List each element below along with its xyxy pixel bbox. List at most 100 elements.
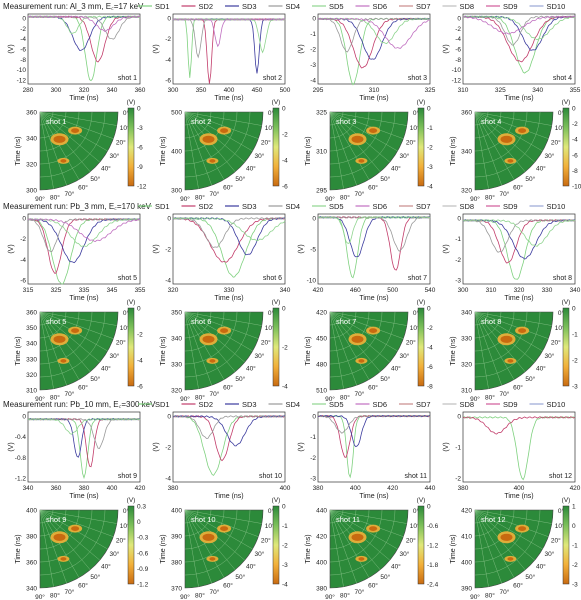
map-y-label: Time (ns)	[160, 136, 167, 165]
x-tick-label: 325	[425, 87, 436, 94]
polar-spoke	[329, 509, 357, 584]
hotspot-core	[351, 135, 364, 143]
x-tick-label: 300	[168, 87, 179, 94]
legend-label: SD4	[286, 202, 301, 211]
polar-spoke	[39, 311, 54, 389]
y-tick-label: -2	[310, 455, 316, 462]
x-axis-label: Time (ns)	[359, 493, 388, 500]
shot-label: shot 9	[118, 473, 137, 480]
y-axis-label: (V)	[443, 244, 450, 253]
legend-label: SD2	[199, 2, 214, 11]
x-tick-label: 380	[313, 485, 324, 492]
signal-trace	[462, 15, 576, 35]
polar-spoke	[474, 311, 552, 326]
polar-ring	[474, 311, 489, 326]
polar-spoke	[184, 311, 259, 339]
legend-label: SD4	[286, 400, 301, 409]
y-tick-label: -1	[310, 31, 316, 38]
x-tick-label: 380	[168, 485, 179, 492]
polar-spoke	[329, 111, 404, 139]
colorbar-tick: -3	[572, 582, 578, 589]
angle-label: 30°	[255, 152, 265, 160]
angle-label: 90°	[325, 195, 335, 203]
polar-spoke	[39, 111, 80, 180]
polar-spoke	[474, 311, 515, 380]
legend-label: SD8	[460, 400, 475, 409]
y-tick-label: -10	[307, 278, 317, 285]
colorbar-unit: (V)	[562, 299, 571, 306]
map-y-tick: 500	[171, 110, 182, 117]
plot-frame	[172, 411, 286, 483]
map-y-tick: 380	[316, 586, 327, 593]
colorbar-unit: (V)	[417, 99, 426, 106]
hotspot-core	[60, 159, 67, 163]
y-tick-label: -4	[165, 476, 171, 483]
polar-spoke	[39, 311, 114, 339]
y-tick-label: 0	[312, 414, 316, 421]
polar-spoke	[474, 509, 489, 587]
hotspot-core	[71, 328, 80, 333]
polar-ring	[329, 111, 396, 178]
polar-spoke	[184, 509, 212, 584]
polar-spoke	[474, 111, 515, 180]
angle-label: 20°	[406, 138, 416, 146]
colorbar-tick: 0	[282, 306, 286, 313]
colorbar-tick: -2	[282, 132, 288, 139]
polar-spoke	[329, 509, 407, 524]
hotspot-core	[351, 533, 364, 541]
hotspot-core	[518, 128, 527, 134]
map-shot-label: shot 3	[336, 117, 356, 126]
hotspot-core	[71, 526, 80, 531]
colorbar-tick: 0	[427, 106, 431, 113]
x-tick-label: 320	[168, 287, 179, 294]
colorbar-unit: (V)	[272, 99, 281, 106]
colorbar	[272, 107, 280, 187]
polar-ring	[184, 111, 251, 178]
x-tick-label: 355	[570, 87, 581, 94]
polar-spoke	[184, 311, 199, 389]
angle-label: 0°	[268, 507, 275, 515]
angle-label: 40°	[101, 164, 111, 172]
angle-label: 60°	[223, 183, 233, 191]
polar-map-background	[184, 111, 264, 191]
colorbar	[417, 307, 425, 387]
colorbar-tick: -2	[427, 145, 433, 152]
colorbar-tick: -2	[572, 562, 578, 569]
colorbar-tick: 0	[137, 306, 141, 313]
x-tick-label: 300	[51, 87, 62, 94]
x-tick-label: 335	[79, 287, 90, 294]
polar-spoke	[184, 311, 212, 386]
x-axis-label: Time (ns)	[69, 295, 98, 302]
colorbar-unit: (V)	[562, 99, 571, 106]
angle-label: 10°	[555, 522, 565, 530]
legend-label: SD7	[416, 400, 431, 409]
polar-spoke	[184, 509, 262, 524]
map-y-tick: 340	[26, 586, 37, 593]
x-tick-label: 340	[532, 87, 543, 94]
angle-label: 10°	[555, 324, 565, 332]
y-tick-label: -12	[17, 78, 27, 85]
map-y-tick: 400	[171, 149, 182, 156]
polar-map-background	[39, 111, 119, 191]
y-tick-label: 0	[22, 414, 26, 421]
angle-label: 0°	[123, 309, 130, 317]
x-tick-label: 315	[23, 287, 34, 294]
map-y-tick: 310	[26, 388, 37, 395]
polar-ring	[184, 311, 251, 378]
colorbar-tick: -1.2	[427, 543, 439, 550]
legend-label: SD6	[373, 2, 388, 11]
y-tick-label: -5	[310, 247, 316, 254]
hotspot-core	[53, 533, 66, 541]
colorbar-tick: -6	[137, 384, 143, 391]
shot-label: shot 12	[549, 473, 572, 480]
polar-spoke	[329, 311, 404, 339]
angle-label: 60°	[223, 383, 233, 391]
colorbar-tick: -8	[572, 168, 578, 175]
angle-label: 30°	[110, 152, 120, 160]
angle-label: 60°	[78, 183, 88, 191]
polar-spoke	[184, 111, 259, 139]
angle-label: 40°	[246, 364, 256, 372]
polar-spoke	[474, 509, 543, 550]
x-tick-label: 400	[350, 485, 361, 492]
angle-label: 80°	[50, 194, 60, 202]
